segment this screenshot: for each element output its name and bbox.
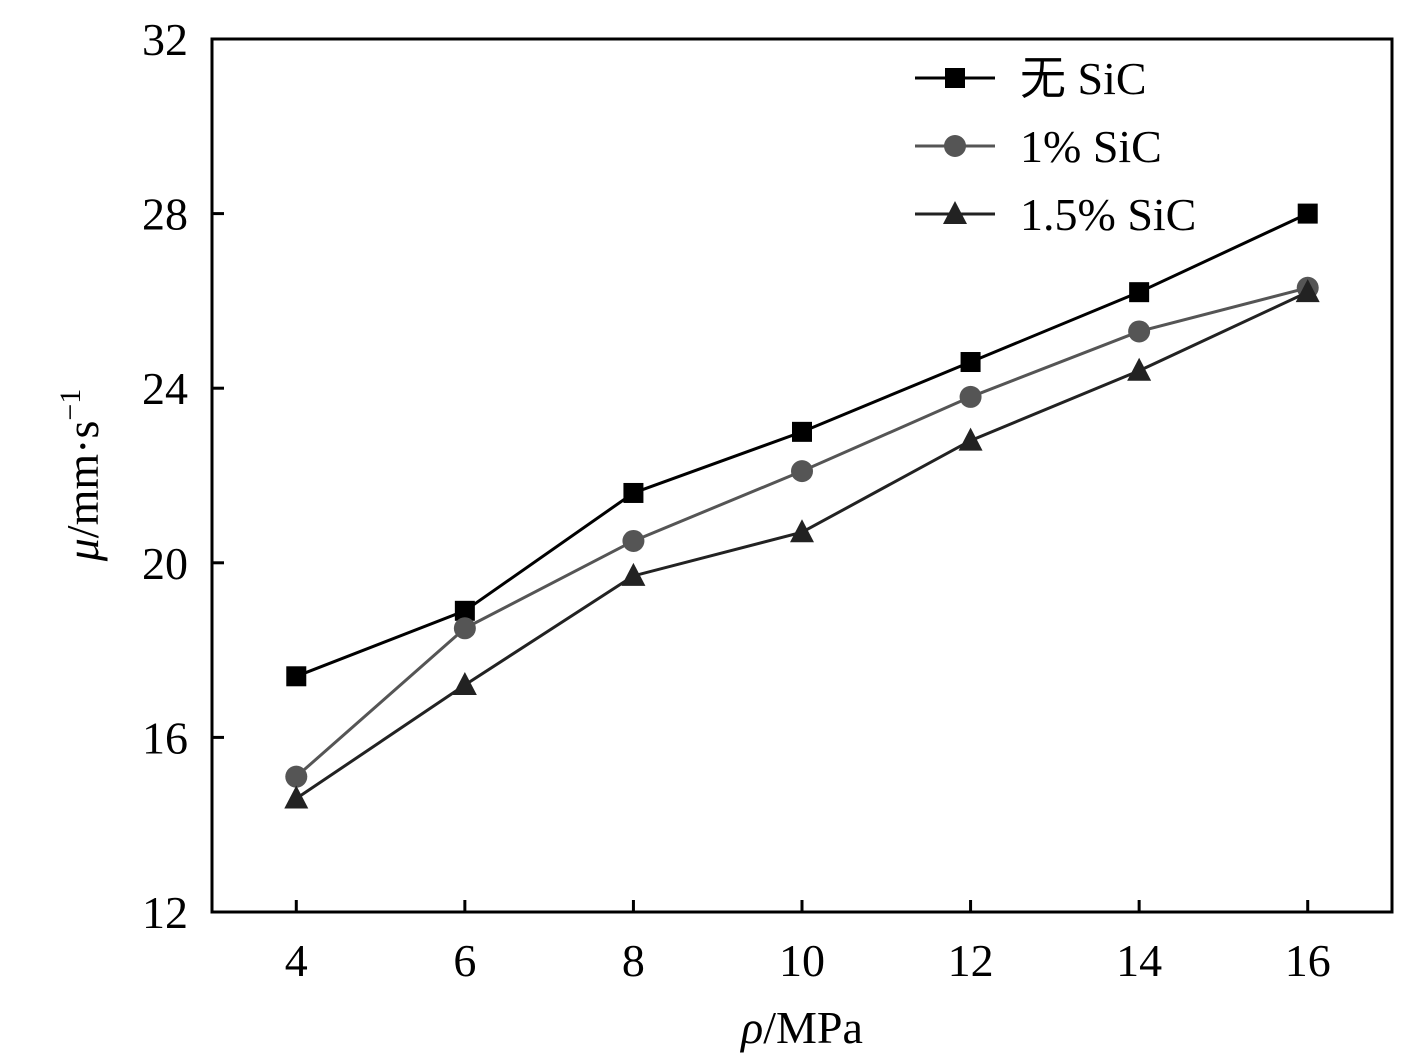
data-point bbox=[959, 385, 982, 408]
data-point bbox=[1295, 279, 1320, 303]
data-point bbox=[790, 519, 814, 543]
data-point bbox=[285, 765, 308, 788]
legend-marker bbox=[945, 68, 965, 88]
data-point bbox=[958, 427, 983, 451]
legend-label: 无 SiC bbox=[1020, 53, 1147, 104]
data-point bbox=[284, 785, 309, 809]
y-axis-unit: /mm·s bbox=[57, 421, 108, 539]
series-layer bbox=[284, 203, 1320, 809]
data-point bbox=[452, 672, 477, 696]
legend-label: 1% SiC bbox=[1020, 121, 1162, 172]
x-axis-unit: /MPa bbox=[763, 1002, 863, 1053]
y-tick-label: 32 bbox=[142, 14, 188, 65]
data-point bbox=[622, 529, 645, 552]
data-point bbox=[1129, 282, 1150, 303]
y-tick-label: 12 bbox=[142, 887, 188, 938]
y-axis-title: μ/mm·s−1 bbox=[54, 389, 108, 563]
legend-item: 1% SiC bbox=[915, 121, 1162, 172]
x-tick-label: 4 bbox=[285, 935, 308, 986]
y-axis-exponent: −1 bbox=[54, 389, 87, 421]
y-tick-label: 28 bbox=[142, 189, 188, 240]
data-point bbox=[1127, 357, 1152, 381]
data-point bbox=[623, 482, 644, 503]
data-point bbox=[791, 460, 813, 483]
data-point bbox=[960, 352, 981, 373]
x-axis-symbol: ρ bbox=[739, 1002, 763, 1053]
data-point bbox=[454, 600, 475, 621]
x-tick-label: 8 bbox=[622, 935, 645, 986]
x-tick-label: 6 bbox=[453, 935, 476, 986]
data-point bbox=[792, 421, 812, 442]
x-tick-label: 16 bbox=[1285, 935, 1331, 986]
data-point bbox=[621, 562, 646, 586]
legend-item: 1.5% SiC bbox=[915, 189, 1196, 240]
series-3 bbox=[284, 279, 1320, 809]
y-tick-label: 20 bbox=[142, 538, 188, 589]
axis-ticks: 4 6 8 10 12 14 16 12 16 20 24 28 32 bbox=[142, 14, 1331, 986]
series-line bbox=[295, 290, 1309, 800]
data-point bbox=[286, 666, 307, 687]
x-tick-label: 12 bbox=[948, 935, 994, 986]
x-axis-title: ρ/MPa bbox=[739, 1002, 863, 1053]
data-point bbox=[1128, 320, 1151, 343]
legend-item: 无 SiC bbox=[915, 53, 1147, 104]
legend-marker bbox=[943, 201, 967, 224]
y-tick-label: 16 bbox=[142, 712, 188, 763]
x-tick-label: 10 bbox=[779, 935, 825, 986]
y-tick-label: 24 bbox=[142, 363, 188, 414]
y-axis-symbol: μ bbox=[57, 538, 108, 562]
data-point bbox=[453, 617, 476, 640]
series-2 bbox=[285, 276, 1319, 788]
legend: 无 SiC 1% SiC 1.5% SiC bbox=[915, 53, 1196, 240]
data-point bbox=[1297, 203, 1318, 224]
series-line bbox=[295, 212, 1309, 678]
legend-label: 1.5% SiC bbox=[1020, 189, 1196, 240]
series-1 bbox=[286, 203, 1318, 687]
legend-marker bbox=[944, 135, 966, 157]
x-tick-label: 14 bbox=[1116, 935, 1162, 986]
